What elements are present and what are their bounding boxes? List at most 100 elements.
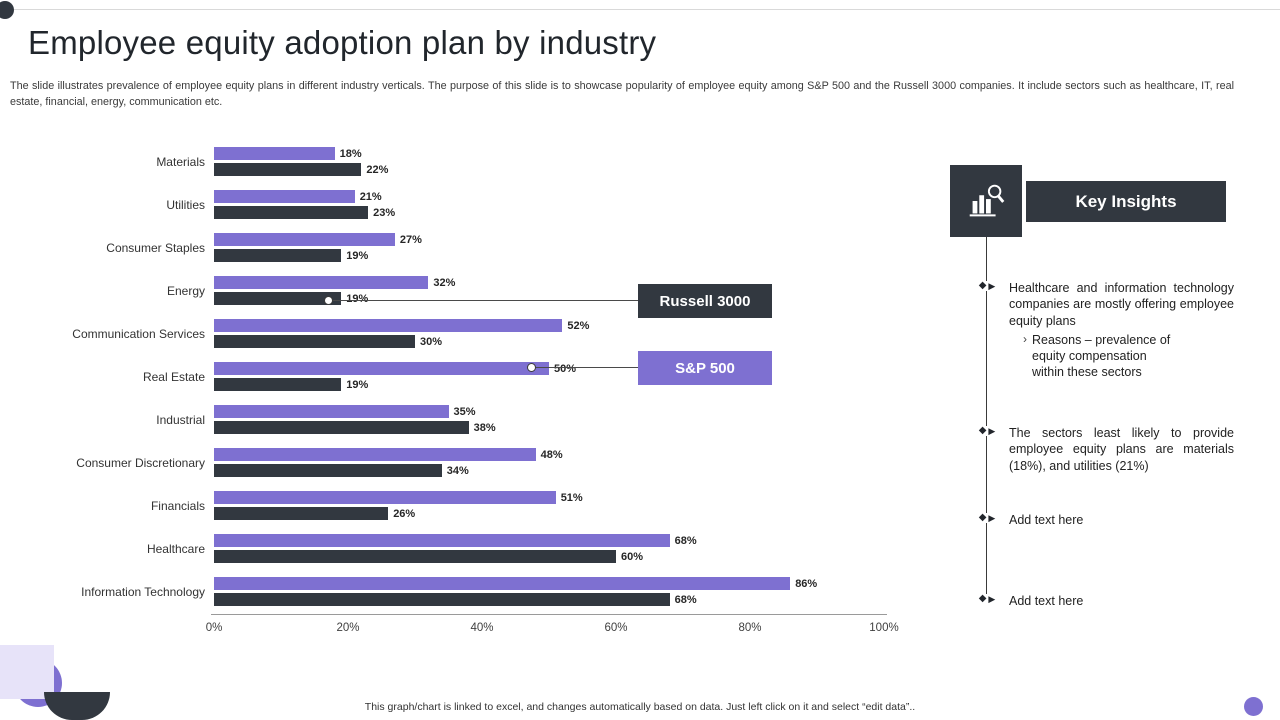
bar-value-label: 68% (674, 593, 697, 606)
x-axis-line (211, 614, 887, 615)
diamond-bullet-icon: ◆ (978, 425, 987, 436)
insight-placeholder-text[interactable]: Add text here (1009, 594, 1084, 608)
category-label: Consumer Discretionary (76, 455, 205, 470)
bullet-marker: ◆ ▶ (972, 594, 1002, 604)
bar-line: 50% (214, 361, 884, 376)
sp500-leader-line (536, 367, 638, 368)
bullet-marker: ◆ ▶ (972, 281, 1002, 291)
russell3000-bar (214, 249, 342, 262)
bar-value-label: 50% (554, 362, 577, 375)
x-tick-label: 0% (205, 622, 223, 634)
insight-item: ◆ ▶ Healthcare and information technolog… (972, 280, 1234, 381)
bar-line: 68% (214, 592, 884, 607)
bar-value-label: 26% (393, 507, 416, 520)
chart-row: Utilities 21% 23% (25, 183, 884, 226)
chart-row: Communication Services 52% 30% (25, 312, 884, 355)
bar-value-label: 27% (399, 233, 422, 246)
chevron-bullet-icon: › (1023, 331, 1027, 346)
bar-line: 27% (214, 232, 884, 247)
key-insights-header: Key Insights (1026, 181, 1226, 222)
bar-value-label: 30% (420, 335, 443, 348)
russell3000-bar (214, 163, 362, 176)
insight-item: ◆ ▶ The sectors least likely to provide … (972, 425, 1234, 474)
category-label: Communication Services (72, 326, 205, 341)
bar-value-label: 48% (540, 448, 563, 461)
x-tick-label: 100% (869, 622, 899, 634)
bar-value-label: 60% (621, 550, 644, 563)
chart-row: Materials 18% 22% (25, 140, 884, 183)
chart-rows: Materials 18% 22% Utilities 21% 23% Consumer S… (25, 140, 884, 613)
bar-value-label: 32% (433, 276, 456, 289)
insight-sub-bullet: › Reasons – prevalence of equity compens… (1009, 332, 1234, 381)
bar-line: 21% (214, 189, 884, 204)
chart-row: Industrial 35% 38% (25, 398, 884, 441)
top-divider-line (0, 9, 1280, 10)
legend-label-text: S&P 500 (675, 359, 735, 377)
bar-line: 23% (214, 205, 884, 220)
bar-track: 51% 26% (214, 489, 884, 522)
russell3000-bar (214, 507, 389, 520)
bar-line: 38% (214, 420, 884, 435)
insight-text: Healthcare and information technology co… (1009, 281, 1234, 328)
bar-line: 26% (214, 506, 884, 521)
bar-line: 51% (214, 490, 884, 505)
bar-value-label: 35% (453, 405, 476, 418)
russell3000-bar (214, 464, 442, 477)
insight-text-block: Healthcare and information technology co… (1009, 280, 1234, 381)
sp500-bar (214, 577, 791, 590)
bar-chart[interactable]: Materials 18% 22% Utilities 21% 23% Consumer S… (25, 140, 910, 640)
bar-chart-magnifier-icon (969, 184, 1005, 217)
chart-row: Real Estate 50% 19% (25, 355, 884, 398)
bar-value-label: 51% (560, 491, 583, 504)
x-tick-label: 20% (336, 622, 360, 634)
insight-placeholder-text[interactable]: Add text here (1009, 513, 1084, 527)
insights-connector-line (986, 237, 987, 602)
category-label: Consumer Staples (106, 240, 205, 255)
bar-track: 27% 19% (214, 231, 884, 264)
bar-line: 22% (214, 162, 884, 177)
insight-text-block: Add text here (1009, 593, 1234, 609)
bar-value-label: 52% (567, 319, 590, 332)
russell3000-bar (214, 378, 342, 391)
bullet-marker: ◆ ▶ (972, 426, 1002, 436)
diamond-bullet-icon: ◆ (978, 593, 987, 604)
russell3000-bar (214, 335, 415, 348)
chart-row: Consumer Discretionary 48% 34% (25, 441, 884, 484)
bar-value-label: 19% (346, 249, 369, 262)
category-label: Healthcare (146, 541, 205, 556)
bar-line: 19% (214, 248, 884, 263)
arrow-bullet-icon: ▶ (988, 280, 996, 291)
x-axis-ticks: 0% 20% 40% 60% 80% 100% (206, 622, 899, 638)
sp500-marker-dot (527, 363, 536, 372)
sp500-bar (214, 491, 556, 504)
x-tick-label: 80% (738, 622, 762, 634)
bar-track: 48% 34% (214, 446, 884, 479)
arrow-bullet-icon: ▶ (988, 593, 996, 604)
arrow-bullet-icon: ▶ (988, 512, 996, 523)
category-label: Utilities (166, 197, 205, 212)
bar-track: 21% 23% (214, 188, 884, 221)
sp500-bar (214, 319, 563, 332)
bar-line: 34% (214, 463, 884, 478)
sp500-bar (214, 276, 429, 289)
footer-note: This graph/chart is linked to excel, and… (364, 701, 916, 713)
x-tick-label: 40% (470, 622, 494, 634)
bar-track: 35% 38% (214, 403, 884, 436)
legend-label-text: Russell 3000 (659, 292, 751, 310)
category-label: Industrial (156, 412, 205, 427)
category-label: Real Estate (142, 369, 205, 384)
bar-line: 60% (214, 549, 884, 564)
insight-text: The sectors least likely to provide empl… (1009, 426, 1234, 473)
bar-track: 68% 60% (214, 532, 884, 565)
bar-line: 30% (214, 334, 884, 349)
bar-value-label: 18% (339, 147, 362, 160)
bar-value-label: 34% (446, 464, 469, 477)
russell-3000-legend-label: Russell 3000 (638, 284, 772, 318)
bar-track: 52% 30% (214, 317, 884, 350)
bar-line: 19% (214, 291, 884, 306)
bar-track: 86% 68% (214, 575, 884, 608)
bar-track: 32% 19% (214, 274, 884, 307)
insights-icon-box (950, 165, 1022, 237)
